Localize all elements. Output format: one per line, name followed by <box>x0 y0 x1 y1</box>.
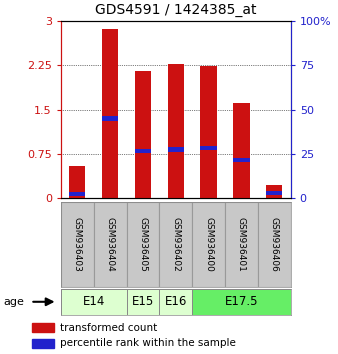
Bar <box>266 185 283 198</box>
Bar <box>192 202 225 287</box>
Bar <box>135 72 151 198</box>
Text: GSM936400: GSM936400 <box>204 217 213 272</box>
Bar <box>159 202 192 287</box>
Bar <box>233 103 250 198</box>
Bar <box>200 146 217 150</box>
Text: age: age <box>3 297 24 307</box>
Bar <box>32 323 54 332</box>
Bar <box>200 66 217 198</box>
Bar <box>32 339 54 348</box>
Bar <box>135 149 151 153</box>
Text: E17.5: E17.5 <box>225 295 258 308</box>
Bar <box>69 192 86 196</box>
Bar <box>61 202 94 287</box>
Bar <box>102 29 118 198</box>
Text: GSM936406: GSM936406 <box>270 217 279 272</box>
Bar <box>102 116 118 121</box>
Bar <box>266 190 283 195</box>
Bar <box>258 202 291 287</box>
Bar <box>126 202 159 287</box>
Bar <box>69 166 86 198</box>
Text: GSM936403: GSM936403 <box>73 217 82 272</box>
Bar <box>94 202 126 287</box>
Bar <box>168 147 184 152</box>
Text: GSM936402: GSM936402 <box>171 217 180 272</box>
Text: E16: E16 <box>165 295 187 308</box>
Text: percentile rank within the sample: percentile rank within the sample <box>61 338 236 348</box>
Bar <box>192 289 291 315</box>
Bar <box>168 64 184 198</box>
Bar <box>225 202 258 287</box>
Text: transformed count: transformed count <box>61 322 158 332</box>
Text: E15: E15 <box>132 295 154 308</box>
Bar <box>233 158 250 162</box>
Bar <box>159 289 192 315</box>
Text: GSM936405: GSM936405 <box>139 217 147 272</box>
Title: GDS4591 / 1424385_at: GDS4591 / 1424385_at <box>95 4 257 17</box>
Text: GSM936404: GSM936404 <box>105 217 115 272</box>
Bar <box>126 289 159 315</box>
Bar <box>61 289 126 315</box>
Text: E14: E14 <box>82 295 105 308</box>
Text: GSM936401: GSM936401 <box>237 217 246 272</box>
